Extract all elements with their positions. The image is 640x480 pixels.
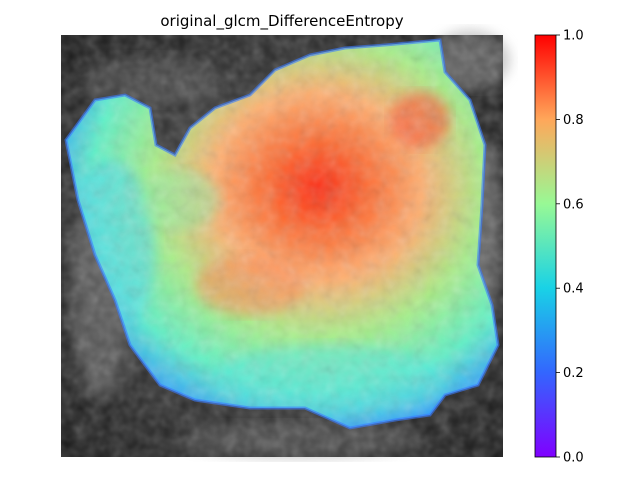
- colorbar-tick-label: 1.0: [563, 29, 584, 44]
- colorbar-frame: [534, 34, 557, 458]
- colorbar: 0.0 0.2 0.4 0.6 0.8 1.0: [534, 29, 584, 466]
- colorbar-tick-label: 0.6: [563, 197, 584, 212]
- colorbar-tick-label: 0.4: [563, 282, 584, 297]
- region-edge: [64, 38, 500, 430]
- colorbar-ticks: 0.0 0.2 0.4 0.6 0.8 1.0: [556, 29, 584, 466]
- colorbar-tick-label: 0.0: [563, 451, 584, 466]
- colorbar-gradient: [535, 35, 556, 457]
- colorbar-tick-label: 0.8: [563, 113, 584, 128]
- colorbar-tick-label: 0.2: [563, 366, 584, 381]
- figure-title: original_glcm_DifferenceEntropy: [160, 12, 403, 31]
